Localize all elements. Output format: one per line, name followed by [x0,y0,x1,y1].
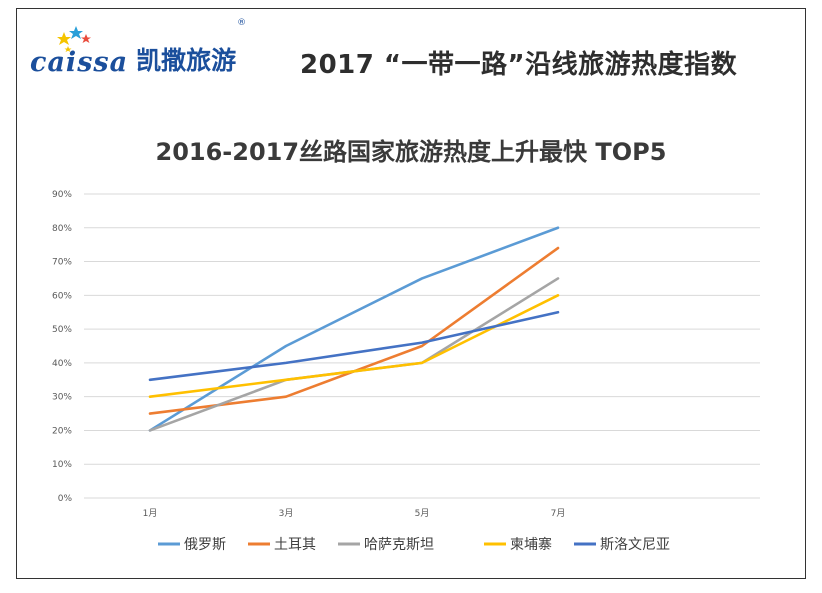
y-tick-label: 20% [52,426,72,436]
legend-label: 斯洛文尼亚 [600,537,670,553]
series-line [148,277,560,432]
x-tick-label: 5月 [415,508,430,519]
legend-label: 柬埔寨 [510,536,552,553]
brand-logo: caissa 凯撒旅游 ® [30,18,246,84]
brand-name-latin: caissa [30,46,129,78]
y-tick-label: 40% [52,359,72,369]
y-tick-label: 70% [52,258,72,268]
y-tick-label: 10% [52,460,72,470]
legend-label: 俄罗斯 [184,537,226,553]
series-line [148,294,560,398]
legend-label: 哈萨克斯坦 [364,537,434,553]
y-tick-label: 60% [52,291,72,301]
y-tick-label: 90% [52,190,72,200]
registered-mark: ® [237,18,247,28]
infographic-frame [16,8,806,579]
legend-label: 土耳其 [274,537,316,553]
y-tick-label: 30% [52,393,72,403]
y-tick-label: 50% [52,325,72,335]
series-line [148,310,560,382]
page-title: 2017 “一带一路”沿线旅游热度指数 [300,50,738,80]
x-tick-label: 7月 [551,508,566,519]
x-tick-label: 3月 [279,508,294,519]
y-tick-label: 80% [52,224,72,234]
star-icon [57,26,91,52]
x-tick-label: 1月 [143,508,158,519]
y-tick-label: 0% [58,494,73,504]
chart-title: 2016-2017丝路国家旅游热度上升最快 TOP5 [155,138,667,166]
brand-name-chinese: 凯撒旅游 [136,46,237,75]
